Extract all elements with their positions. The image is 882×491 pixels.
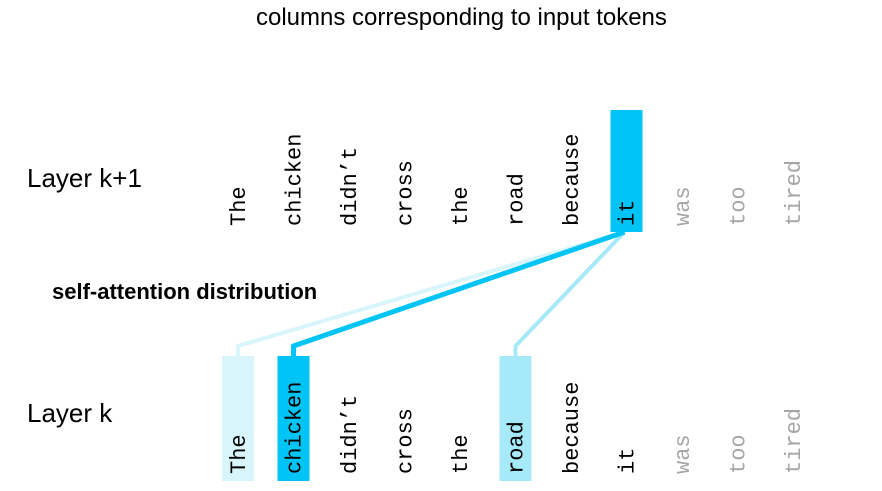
upper-token-6: because (560, 134, 585, 226)
layer-lower-label: Layer k (27, 398, 113, 428)
upper-token-7: it (616, 200, 641, 226)
upper-query-highlight (610, 110, 643, 232)
upper-token-9: too (727, 186, 752, 226)
lower-token-2: didn’t (338, 395, 363, 474)
lower-token-5: road (505, 421, 530, 474)
upper-token-8: was (671, 186, 696, 226)
upper-token-3: cross (394, 160, 419, 226)
token-highlights (222, 110, 643, 481)
attention-label: self-attention distribution (52, 279, 318, 304)
upper-token-0: The (227, 186, 252, 226)
upper-token-4: the (449, 186, 474, 226)
lower-token-9: too (727, 434, 752, 474)
lower-token-10: tired (782, 408, 807, 474)
upper-token-10: tired (782, 160, 807, 226)
token-labels: The chicken didn’t cross the road because it was… (227, 134, 807, 474)
attention-link-1 (291, 229, 626, 356)
upper-token-1: chicken (283, 134, 308, 226)
title-text: columns corresponding to input tokens (256, 4, 667, 31)
lower-token-4: the (449, 434, 474, 474)
lower-attended-highlight-5 (499, 356, 532, 481)
attention-link-0 (236, 230, 626, 356)
lower-token-1: chicken (283, 382, 308, 474)
lower-token-3: cross (394, 408, 419, 474)
attention-links (236, 229, 626, 356)
lower-token-6: because (560, 382, 585, 474)
layer-upper-label: Layer k+1 (27, 163, 142, 193)
attention-link-5 (513, 230, 626, 356)
lower-token-7: it (616, 448, 641, 474)
upper-token-2: didn’t (338, 147, 363, 226)
lower-token-0: The (227, 434, 252, 474)
upper-token-5: road (505, 173, 530, 226)
lower-attended-highlight-1 (277, 356, 310, 481)
lower-token-8: was (671, 434, 696, 474)
lower-attended-highlight-0 (222, 356, 254, 481)
